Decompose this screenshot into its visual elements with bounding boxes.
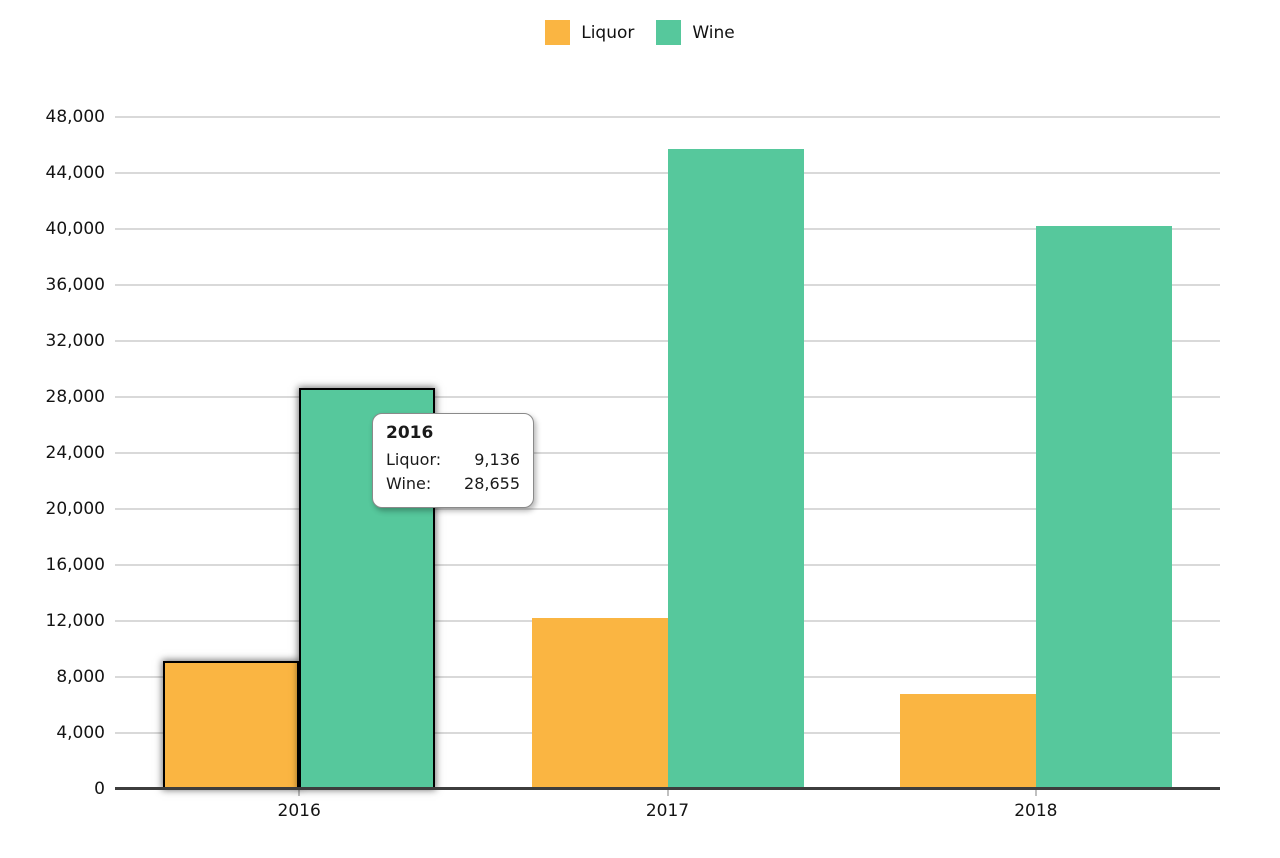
bar-liquor-2017[interactable] [531,618,668,789]
x-axis-label-2016: 2016 [277,801,321,821]
bar-liquor-2018[interactable] [899,693,1036,789]
y-axis-tick-label: 8,000 [56,667,105,687]
tooltip-row: Liquor: 9,136 [386,448,520,472]
legend-swatch-liquor [545,20,571,45]
bar-liquor-2016[interactable] [163,661,300,789]
y-axis-tick-label: 40,000 [45,219,105,239]
bar-wine-2018[interactable] [1035,226,1172,789]
x-axis-label-2018: 2018 [1014,801,1058,821]
tooltip-row: Wine: 28,655 [386,472,520,496]
legend-swatch-wine [656,20,682,45]
x-axis-line [115,787,1220,790]
y-axis-tick-label: 32,000 [45,331,105,351]
y-axis-tick-label: 48,000 [45,107,105,127]
y-axis-tick-label: 20,000 [45,499,105,519]
tooltip-series-value: 28,655 [464,474,520,493]
x-axis-tick [298,790,301,796]
legend-item-wine[interactable]: Wine [656,20,735,45]
legend: Liquor Wine [0,20,1280,45]
y-axis-tick-label: 28,000 [45,387,105,407]
y-axis-tick-label: 44,000 [45,163,105,183]
x-axis-label-2017: 2017 [645,801,690,821]
y-axis-tick-label: 36,000 [45,275,105,295]
plot-area [115,116,1220,796]
bar-wine-2017[interactable] [667,148,804,789]
x-axis-tick [1034,790,1037,796]
gridline [115,116,1220,118]
y-axis-tick-label: 16,000 [45,555,105,575]
y-axis-tick-label: 0 [94,779,105,799]
y-axis-tick-label: 12,000 [45,611,105,631]
tooltip: 2016 Liquor: 9,136 Wine: 28,655 [372,413,534,508]
legend-item-liquor[interactable]: Liquor [545,20,634,45]
y-axis-tick-label: 24,000 [45,443,105,463]
tooltip-title: 2016 [386,423,434,443]
legend-label: Wine [692,22,735,43]
x-axis-tick [666,790,669,796]
legend-label: Liquor [581,22,635,43]
tooltip-series-value: 9,136 [474,450,520,469]
tooltip-series-label: Liquor: [386,450,447,469]
y-axis-tick-label: 4,000 [56,723,105,743]
tooltip-series-label: Wine: [386,474,437,493]
